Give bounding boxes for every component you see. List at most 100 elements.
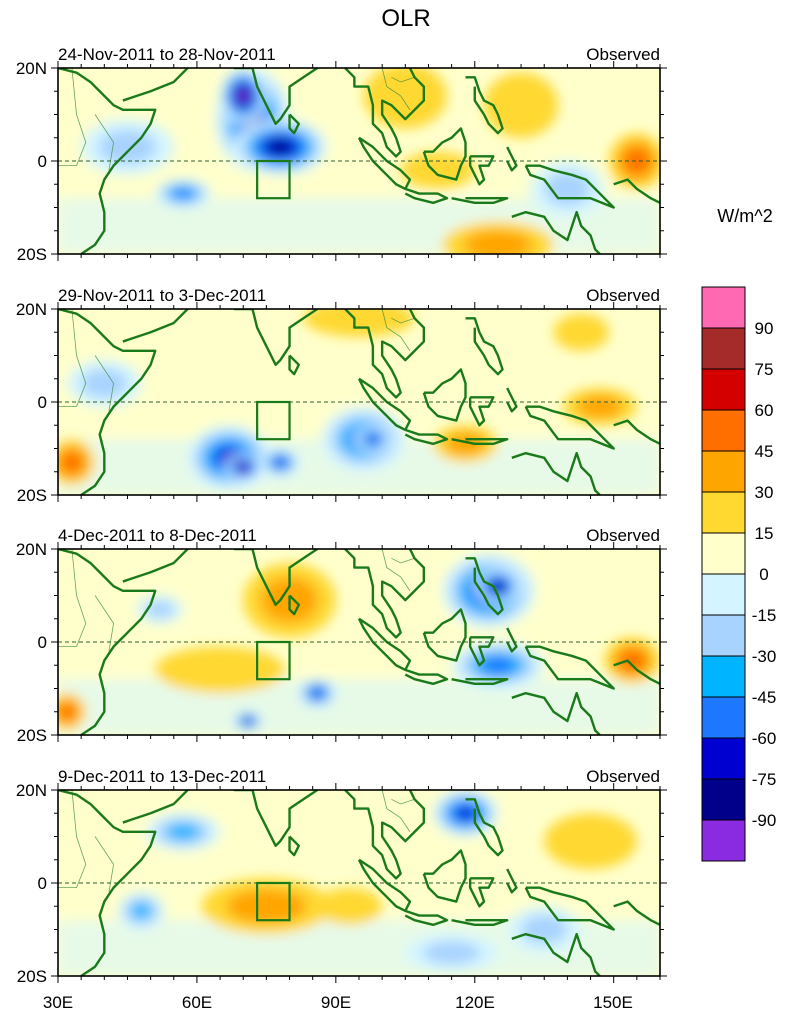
index-box (256, 881, 291, 922)
coastline (465, 557, 504, 616)
coastline (58, 549, 157, 735)
olr-anomaly-contour (317, 887, 383, 925)
coastline (511, 210, 601, 254)
country-border (58, 790, 87, 889)
country-border (381, 68, 411, 111)
olr-anomaly-contour (484, 72, 559, 138)
olr-anomaly-contour (463, 230, 533, 254)
index-box (256, 159, 291, 200)
colorbar-swatch (701, 819, 746, 862)
colorbar-label: -90 (752, 811, 777, 830)
coastline (404, 909, 449, 927)
coastline (451, 677, 509, 686)
olr-anomaly-contour (61, 452, 83, 473)
olr-anomaly-contour (553, 313, 610, 351)
country-border (391, 317, 415, 324)
colorbar-label: 30 (755, 483, 774, 502)
colorbar-label: 15 (755, 524, 774, 543)
coastline (422, 127, 467, 181)
map-panels: 24-Nov-2011 to 28-Nov-2011 Observed 20N 0… (16, 45, 667, 986)
panel-source: Observed (586, 45, 660, 64)
coastline (465, 76, 504, 135)
colorbar-label: -45 (752, 688, 777, 707)
coastline (404, 668, 449, 686)
coastline (344, 68, 426, 158)
index-box (256, 640, 291, 681)
olr-anomaly-contour (98, 129, 156, 165)
lon-label: 90E (321, 993, 351, 1012)
coastline (511, 691, 601, 735)
coastline (58, 309, 157, 495)
country-border (58, 309, 87, 408)
panel-source: Observed (586, 286, 660, 305)
colorbar-label: 45 (755, 442, 774, 461)
coastline (404, 428, 449, 446)
colorbar-swatch (701, 778, 746, 821)
axis-ticks (51, 302, 667, 502)
coastline (524, 164, 615, 209)
colorbar-swatch (701, 532, 746, 575)
coastline (451, 437, 509, 446)
lat-label: 20N (16, 540, 47, 559)
coastline (233, 68, 318, 125)
panel-period: 29-Nov-2011 to 3-Dec-2011 (58, 286, 266, 305)
olr-anomaly-contour (155, 646, 285, 694)
coastline (404, 187, 449, 205)
coastline (613, 178, 660, 204)
olr-anomaly-contour (81, 369, 128, 398)
lat-label: 0 (38, 874, 47, 893)
coastline (468, 636, 495, 667)
olr-anomaly-contour (59, 703, 76, 721)
lat-label: 20N (16, 59, 47, 78)
coastline (422, 608, 467, 662)
lat-label: 0 (38, 633, 47, 652)
olr-anomaly-contour (238, 90, 249, 102)
country-border (391, 557, 415, 564)
coastline (58, 68, 157, 254)
olr-anomaly-contour (577, 395, 623, 419)
lat-label: 20S (17, 486, 47, 505)
coastline (524, 405, 615, 450)
axis-ticks (51, 542, 667, 742)
coastline (613, 900, 660, 926)
country-border (381, 309, 411, 352)
coastline (437, 975, 440, 976)
coastline (357, 136, 412, 191)
coastline (468, 396, 495, 427)
colorbar-label: -15 (752, 606, 777, 625)
olr-anomaly-contour (619, 650, 645, 671)
longitude-axis-labels: 30E 60E 90E 120E 150E (43, 993, 633, 1012)
olr-anomaly-contour (367, 435, 379, 444)
lat-label: 0 (38, 152, 47, 171)
coastline (506, 627, 518, 653)
colorbar-swatch (701, 327, 746, 370)
country-border (58, 68, 87, 167)
lat-label: 20N (16, 781, 47, 800)
olr-anomaly-contour (166, 823, 200, 841)
coastline (613, 419, 660, 445)
olr-anomaly-contour (269, 140, 292, 154)
olr-anomaly-contour (274, 458, 286, 467)
country-border (58, 549, 87, 648)
coastline (344, 549, 426, 639)
coastline (233, 549, 318, 606)
colorbar-label: 90 (755, 319, 774, 338)
coastline (511, 932, 601, 976)
units-label: W/m^2 (717, 206, 772, 226)
coastline (357, 377, 412, 432)
coastline (122, 309, 189, 343)
coastline (288, 113, 301, 135)
map-panel: 29-Nov-2011 to 3-Dec-2011 Observed 20N 0 2… (16, 286, 667, 505)
coastline (506, 387, 518, 413)
coastline (468, 877, 495, 908)
panel-period: 24-Nov-2011 to 28-Nov-2011 (58, 45, 276, 64)
colorbar: 90 75 60 45 30 15 0 -15 -30 -45 -60 -75 -90 (701, 286, 777, 862)
coastline (344, 309, 426, 399)
map-fill (58, 790, 660, 976)
olr-anomaly-contour (244, 718, 252, 724)
country-border (381, 790, 411, 833)
olr-anomaly-contour (131, 902, 152, 920)
coastline (613, 659, 660, 685)
colorbar-label: -75 (752, 770, 777, 789)
panel-source: Observed (586, 526, 660, 545)
